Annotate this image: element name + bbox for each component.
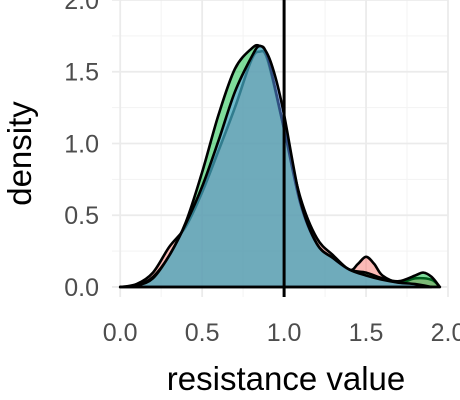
y-tick-label: 1.0: [64, 130, 99, 158]
y-axis-ticks: 0.0 0.5 1.0 1.5 2.0: [64, 0, 99, 302]
x-tick-label: 2.0: [431, 319, 460, 347]
x-tick-label: 1.0: [267, 319, 302, 347]
density-series-3: [118, 44, 433, 289]
y-axis-title: density: [1, 101, 38, 206]
x-axis-ticks: 0.0 0.5 1.0 1.5 2.0: [103, 319, 460, 347]
y-tick-label: 0.0: [64, 274, 99, 302]
x-tick-label: 1.5: [349, 319, 384, 347]
density-areas: [118, 43, 442, 289]
x-tick-label: 0.0: [103, 319, 138, 347]
y-tick-label: 2.0: [64, 0, 99, 15]
y-tick-label: 1.5: [64, 59, 99, 87]
x-axis-title: resistance value: [167, 360, 405, 397]
x-tick-label: 0.5: [185, 319, 220, 347]
y-tick-label: 0.5: [64, 202, 99, 230]
